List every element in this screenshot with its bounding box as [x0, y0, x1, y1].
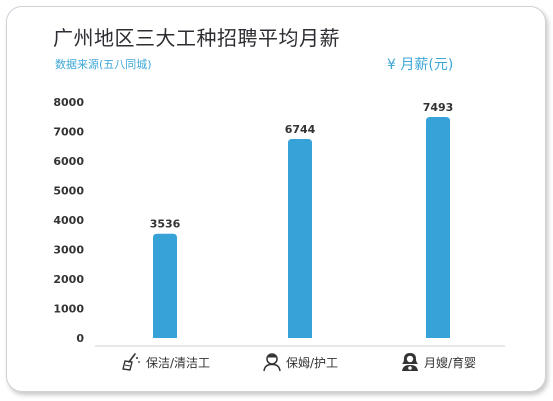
y-tick-label: 2000	[53, 273, 84, 286]
y-tick-label: 7000	[53, 126, 84, 139]
chart-card	[6, 6, 546, 392]
y-tick-label: 1000	[53, 303, 84, 316]
category-text: 保洁/清洁工	[146, 355, 211, 370]
bar-value-label: 3536	[150, 218, 181, 231]
unit-label: ¥ 月薪(元)	[387, 57, 454, 73]
category-text: 保姆/护工	[286, 355, 339, 370]
category-label-maternity: 月嫂/育婴	[400, 351, 476, 373]
y-tick-label: 4000	[53, 214, 84, 227]
bar-value-label: 7493	[423, 101, 454, 114]
y-tick-label: 8000	[53, 96, 84, 109]
y-tick-label: 0	[76, 332, 84, 345]
nanny-person-icon	[263, 353, 281, 372]
y-tick-label: 5000	[53, 185, 84, 198]
chart-title: 广州地区三大工种招聘平均月薪	[53, 26, 340, 50]
y-tick-label: 6000	[53, 155, 84, 168]
bar	[153, 233, 177, 338]
bar	[426, 116, 450, 338]
cleaning-broom-icon	[122, 353, 140, 371]
data-source-subtitle: 数据来源(五八同城)	[55, 58, 152, 71]
y-tick-label: 3000	[53, 244, 84, 257]
category-label-nanny: 保姆/护工	[262, 351, 338, 373]
bar-value-label: 6744	[285, 123, 316, 136]
mother-baby-icon	[402, 353, 418, 371]
category-label-cleaning: 保洁/清洁工	[120, 351, 210, 373]
bar	[288, 139, 312, 338]
category-text: 月嫂/育婴	[424, 355, 477, 370]
